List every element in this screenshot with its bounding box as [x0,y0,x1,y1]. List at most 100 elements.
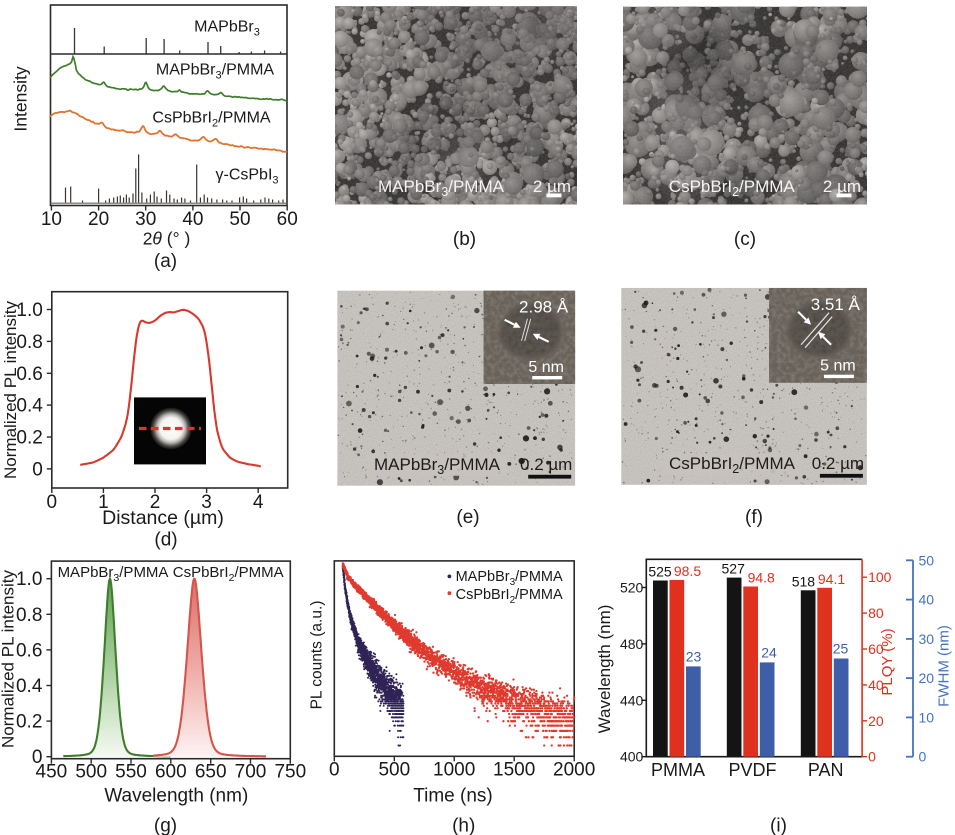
svg-text:23: 23 [686,648,702,664]
svg-text:60: 60 [277,209,298,230]
svg-text:550: 550 [115,762,147,783]
svg-text:MAPbBr3/PMMA: MAPbBr3/PMMA [156,62,274,82]
svg-text:0: 0 [919,749,927,765]
svg-text:20: 20 [868,713,884,729]
svg-text:4: 4 [253,492,264,513]
svg-text:0.2 µm: 0.2 µm [812,454,864,473]
svg-text:(f): (f) [745,507,763,528]
svg-text:3.51 Å: 3.51 Å [811,295,861,314]
svg-text:Wavelength (nm): Wavelength (nm) [104,786,248,807]
svg-text:30: 30 [135,209,156,230]
svg-text:MAPbBr3: MAPbBr3 [194,19,260,39]
svg-text:40: 40 [182,209,203,230]
svg-text:2.98 Å: 2.98 Å [519,298,569,317]
svg-text:450: 450 [36,762,68,783]
svg-text:94.8: 94.8 [748,570,775,586]
svg-text:(c): (c) [734,229,756,250]
svg-text:Normalized PL intensity: Normalized PL intensity [1,301,20,479]
svg-text:40: 40 [868,677,884,693]
svg-text:10: 10 [41,209,62,230]
svg-text:500: 500 [75,762,107,783]
svg-text:400: 400 [620,749,644,765]
svg-text:650: 650 [195,762,227,783]
svg-text:CsPbBrI2/PMMA: CsPbBrI2/PMMA [456,587,563,606]
svg-text:MAPbBr3/PMMA: MAPbBr3/PMMA [456,569,563,588]
svg-text:750: 750 [274,762,306,783]
svg-text:Time (ns): Time (ns) [413,785,493,806]
svg-text:γ-CsPbI3: γ-CsPbI3 [215,167,278,187]
svg-text:Intensity: Intensity [11,66,31,131]
svg-text:1.0: 1.0 [16,569,42,590]
svg-text:Normalized PL intensity: Normalized PL intensity [0,570,18,748]
svg-text:(i): (i) [770,816,787,835]
svg-text:527: 527 [722,561,746,577]
svg-text:80: 80 [868,605,884,621]
svg-text:0.2 µm: 0.2 µm [520,455,572,474]
svg-text:0.2: 0.2 [16,712,42,733]
svg-text:CsPbBrI2/PMMA: CsPbBrI2/PMMA [152,110,270,130]
svg-text:5 nm: 5 nm [528,359,564,376]
svg-text:2: 2 [150,492,161,513]
svg-text:0: 0 [32,747,43,768]
svg-text:CsPbBrI2/PMMA: CsPbBrI2/PMMA [669,454,796,476]
svg-text:520: 520 [620,580,644,596]
svg-text:0: 0 [868,749,876,765]
svg-text:(h): (h) [452,816,475,835]
svg-text:20: 20 [88,209,109,230]
svg-text:PVDF: PVDF [728,760,776,780]
svg-text:0: 0 [32,459,43,480]
svg-text:FWHM (nm): FWHM (nm) [936,625,953,707]
svg-text:MAPbBr3/PMMA: MAPbBr3/PMMA [378,177,505,199]
svg-text:2 µm: 2 µm [823,177,861,196]
svg-text:25: 25 [833,641,849,657]
svg-text:PLQY (%): PLQY (%) [879,628,896,695]
svg-text:(d): (d) [154,530,177,551]
svg-text:50: 50 [229,209,250,230]
svg-text:(b): (b) [453,229,476,250]
svg-text:0.6: 0.6 [16,364,42,385]
svg-text:10: 10 [919,709,935,725]
svg-text:0.2: 0.2 [16,428,42,449]
svg-text:CsPbBrI2/PMMA: CsPbBrI2/PMMA [173,564,284,584]
svg-text:480: 480 [620,636,644,652]
svg-text:0: 0 [329,760,340,781]
svg-text:PL counts (a.u.): PL counts (a.u.) [309,601,326,710]
svg-text:700: 700 [235,762,267,783]
svg-text:2 µm: 2 µm [533,177,571,196]
svg-text:(a): (a) [154,251,177,272]
svg-text:24: 24 [761,644,777,660]
svg-text:CsPbBrI2/PMMA: CsPbBrI2/PMMA [669,177,796,199]
svg-text:PAN: PAN [808,760,844,780]
svg-text:PMMA: PMMA [651,760,705,780]
svg-text:Wavelength (nm): Wavelength (nm) [595,605,614,734]
svg-text:1.0: 1.0 [16,300,42,321]
svg-text:0.4: 0.4 [16,396,43,417]
svg-text:Distance (µm): Distance (µm) [102,507,224,529]
svg-text:518: 518 [792,573,816,589]
svg-text:1000: 1000 [433,760,475,781]
svg-text:0.6: 0.6 [16,640,42,661]
svg-text:1: 1 [98,492,109,513]
svg-text:50: 50 [919,552,935,568]
svg-text:525: 525 [648,564,672,580]
svg-text:20: 20 [919,670,935,686]
svg-text:40: 40 [919,592,935,608]
svg-text:MAPbBr3/PMMA: MAPbBr3/PMMA [374,455,501,477]
svg-text:2000: 2000 [553,760,595,781]
svg-text:1500: 1500 [493,760,535,781]
svg-text:3: 3 [201,492,212,513]
svg-text:(g): (g) [154,816,177,835]
svg-text:5 nm: 5 nm [820,358,856,375]
svg-text:440: 440 [620,692,644,708]
svg-text:MAPbBr3/PMMA: MAPbBr3/PMMA [58,564,169,584]
svg-text:0.8: 0.8 [16,332,42,353]
svg-text:30: 30 [919,631,935,647]
svg-text:0.4: 0.4 [16,676,43,697]
svg-text:100: 100 [868,569,892,585]
svg-text:94.1: 94.1 [818,571,845,587]
svg-text:(e): (e) [456,507,479,528]
svg-text:98.5: 98.5 [674,563,701,579]
svg-text:0.8: 0.8 [16,605,42,626]
svg-text:2θ (° ): 2θ (° ) [143,229,191,249]
svg-text:500: 500 [378,760,410,781]
